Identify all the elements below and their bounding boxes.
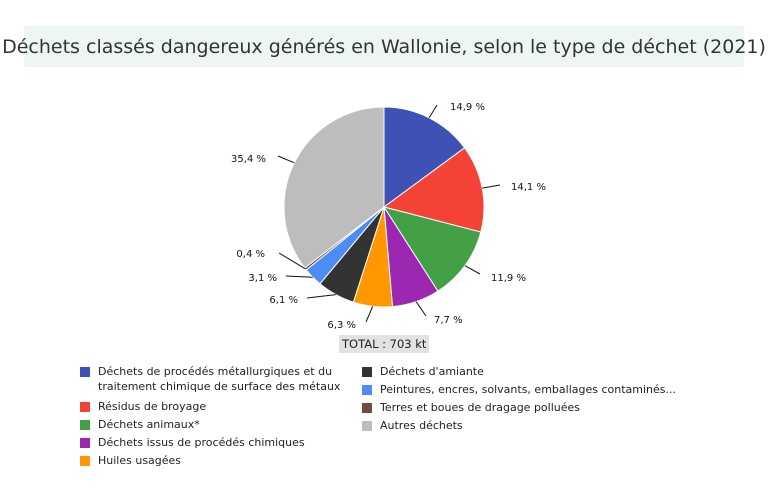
legend-swatch	[80, 402, 90, 412]
legend-item-paints[interactable]: Peintures, encres, solvants, emballages …	[362, 382, 692, 397]
legend-item-chemical-process[interactable]: Déchets issus de procédés chimiques	[80, 435, 355, 450]
total-label: TOTAL : 703 kt	[339, 335, 430, 353]
legend-swatch	[80, 456, 90, 466]
legend-swatch	[80, 420, 90, 430]
legend-item-shredder-residue[interactable]: Résidus de broyage	[80, 399, 355, 414]
slice-label-7: 0,4 %	[236, 249, 265, 260]
legend-item-animal-waste[interactable]: Déchets animaux*	[80, 417, 355, 432]
pie-slice-2[interactable]	[382, 206, 482, 292]
leader-line-3	[415, 301, 427, 317]
legend-item-asbestos[interactable]: Déchets d'amiante	[362, 364, 692, 379]
legend-label: Déchets d'amiante	[380, 365, 484, 378]
slice-label-3: 7,7 %	[434, 315, 463, 326]
pie-slices	[283, 106, 485, 308]
chart-title: Déchets classés dangereux générés en Wal…	[2, 35, 766, 58]
leader-lines	[277, 104, 501, 323]
legend-item-dredging[interactable]: Terres et boues de dragage polluées	[362, 400, 692, 415]
pie-slice-8[interactable]	[283, 106, 385, 269]
legend-item-other[interactable]: Autres déchets	[362, 418, 692, 433]
legend-swatch	[362, 385, 372, 395]
legend: Déchets de procédés métallurgiques et du…	[80, 364, 720, 474]
leader-line-4	[365, 306, 374, 323]
legend-label: Autres déchets	[380, 419, 463, 432]
legend-label: Huiles usagées	[98, 454, 182, 467]
leader-line-5	[306, 294, 336, 299]
legend-label: Déchets animaux*	[98, 418, 200, 431]
legend-swatch	[362, 367, 372, 377]
leader-line-0	[428, 104, 438, 119]
legend-swatch	[80, 367, 90, 377]
slice-label-2: 11,9 %	[491, 273, 526, 284]
legend-swatch	[362, 421, 372, 431]
slice-label-1: 14,1 %	[511, 182, 546, 193]
leader-line-7	[278, 252, 306, 270]
legend-label: Déchets issus de procédés chimiques	[98, 436, 305, 449]
legend-item-used-oils[interactable]: Huiles usagées	[80, 453, 355, 468]
legend-label: Résidus de broyage	[98, 400, 207, 413]
leader-line-6	[285, 275, 313, 278]
slice-label-0: 14,9 %	[450, 102, 485, 113]
percentage-labels: 14,9 % 14,1 % 11,9 % 7,7 % 6,3 % 6,1 % 3,1 % 0,…	[231, 102, 546, 331]
legend-label: Déchets de procédés métallurgiques et du…	[98, 365, 341, 393]
pie-slice-1[interactable]	[382, 147, 485, 233]
leader-line-8	[277, 155, 295, 164]
leader-line-2	[464, 265, 481, 275]
slice-label-8: 35,4 %	[231, 154, 266, 165]
legend-swatch	[80, 438, 90, 448]
chart-title-bar: Déchets classés dangereux générés en Wal…	[2, 26, 766, 67]
legend-swatch	[362, 403, 372, 413]
slice-label-4: 6,3 %	[327, 320, 356, 331]
slice-label-5: 6,1 %	[269, 295, 298, 306]
slice-label-6: 3,1 %	[248, 273, 277, 284]
legend-label: Terres et boues de dragage polluées	[380, 401, 581, 414]
legend-label: Peintures, encres, solvants, emballages …	[380, 383, 677, 396]
legend-item-metallurgical[interactable]: Déchets de procédés métallurgiques et du…	[80, 364, 355, 394]
leader-line-1	[482, 184, 501, 189]
